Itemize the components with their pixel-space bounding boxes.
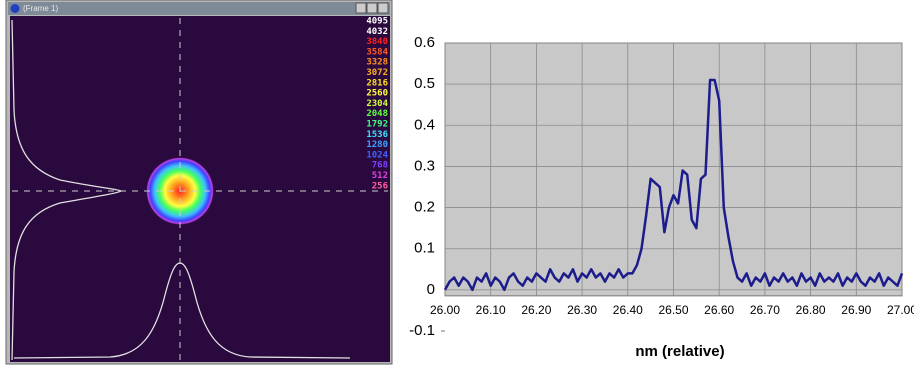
x-tick-label: 26.60 <box>704 303 734 317</box>
scale-label: 768 <box>372 161 388 171</box>
scale-label: 2560 <box>366 89 388 99</box>
x-tick-label: 26.00 <box>430 303 460 317</box>
scale-label: 512 <box>372 171 388 181</box>
beam-window: (Frame 1) 409540323840358433283072281625… <box>6 0 392 364</box>
figure: (Frame 1) 409540323840358433283072281625… <box>0 0 914 368</box>
scale-label: 2048 <box>366 109 388 119</box>
y-tick-label: 0.4 <box>414 116 435 133</box>
y-tick-label: -0.1 <box>409 322 435 339</box>
line-chart: nm (relative) -0.1 0 0.1 0.2 0.3 0.4 0.5 0.6 26.… <box>409 34 914 360</box>
scale-label: 2816 <box>366 78 388 88</box>
scale-label: 2304 <box>366 99 388 109</box>
scale-label: 4032 <box>366 27 388 37</box>
x-axis-label: nm (relative) <box>635 343 724 360</box>
scale-label: 3072 <box>366 68 388 78</box>
scale-label: 1024 <box>366 150 388 160</box>
window-title: (Frame 1) <box>23 4 58 13</box>
scale-label: 1536 <box>366 130 388 140</box>
scale-label: 3328 <box>366 58 388 68</box>
scale-label: 3584 <box>366 47 388 57</box>
title-bar <box>8 2 390 15</box>
window-icon <box>11 4 20 13</box>
y-tick-label: 0.1 <box>414 240 435 257</box>
y-tick-label: 0.2 <box>414 199 435 216</box>
minimize-button[interactable] <box>356 3 366 13</box>
scale-label: 1280 <box>366 140 388 150</box>
scale-label: 4095 <box>366 17 388 27</box>
x-tick-label: 26.10 <box>476 303 506 317</box>
scale-label: 1792 <box>366 120 388 130</box>
x-tick-label: 26.80 <box>796 303 826 317</box>
y-tick-label: 0.6 <box>414 34 435 51</box>
x-tick-label: 27.00 <box>887 303 914 317</box>
x-tick-label: 26.30 <box>567 303 597 317</box>
x-tick-label: 26.20 <box>521 303 551 317</box>
scale-label: 3840 <box>366 37 388 47</box>
scale-label: 256 <box>372 181 388 191</box>
maximize-button[interactable] <box>367 3 377 13</box>
x-tick-label: 26.90 <box>841 303 871 317</box>
close-button[interactable] <box>378 3 388 13</box>
y-tick-label: 0 <box>427 281 435 298</box>
x-tick-label: 26.50 <box>658 303 688 317</box>
y-tick-label: 0.3 <box>414 157 435 174</box>
x-tick-label: 26.70 <box>750 303 780 317</box>
x-tick-label: 26.40 <box>613 303 643 317</box>
y-tick-label: 0.5 <box>414 75 435 92</box>
